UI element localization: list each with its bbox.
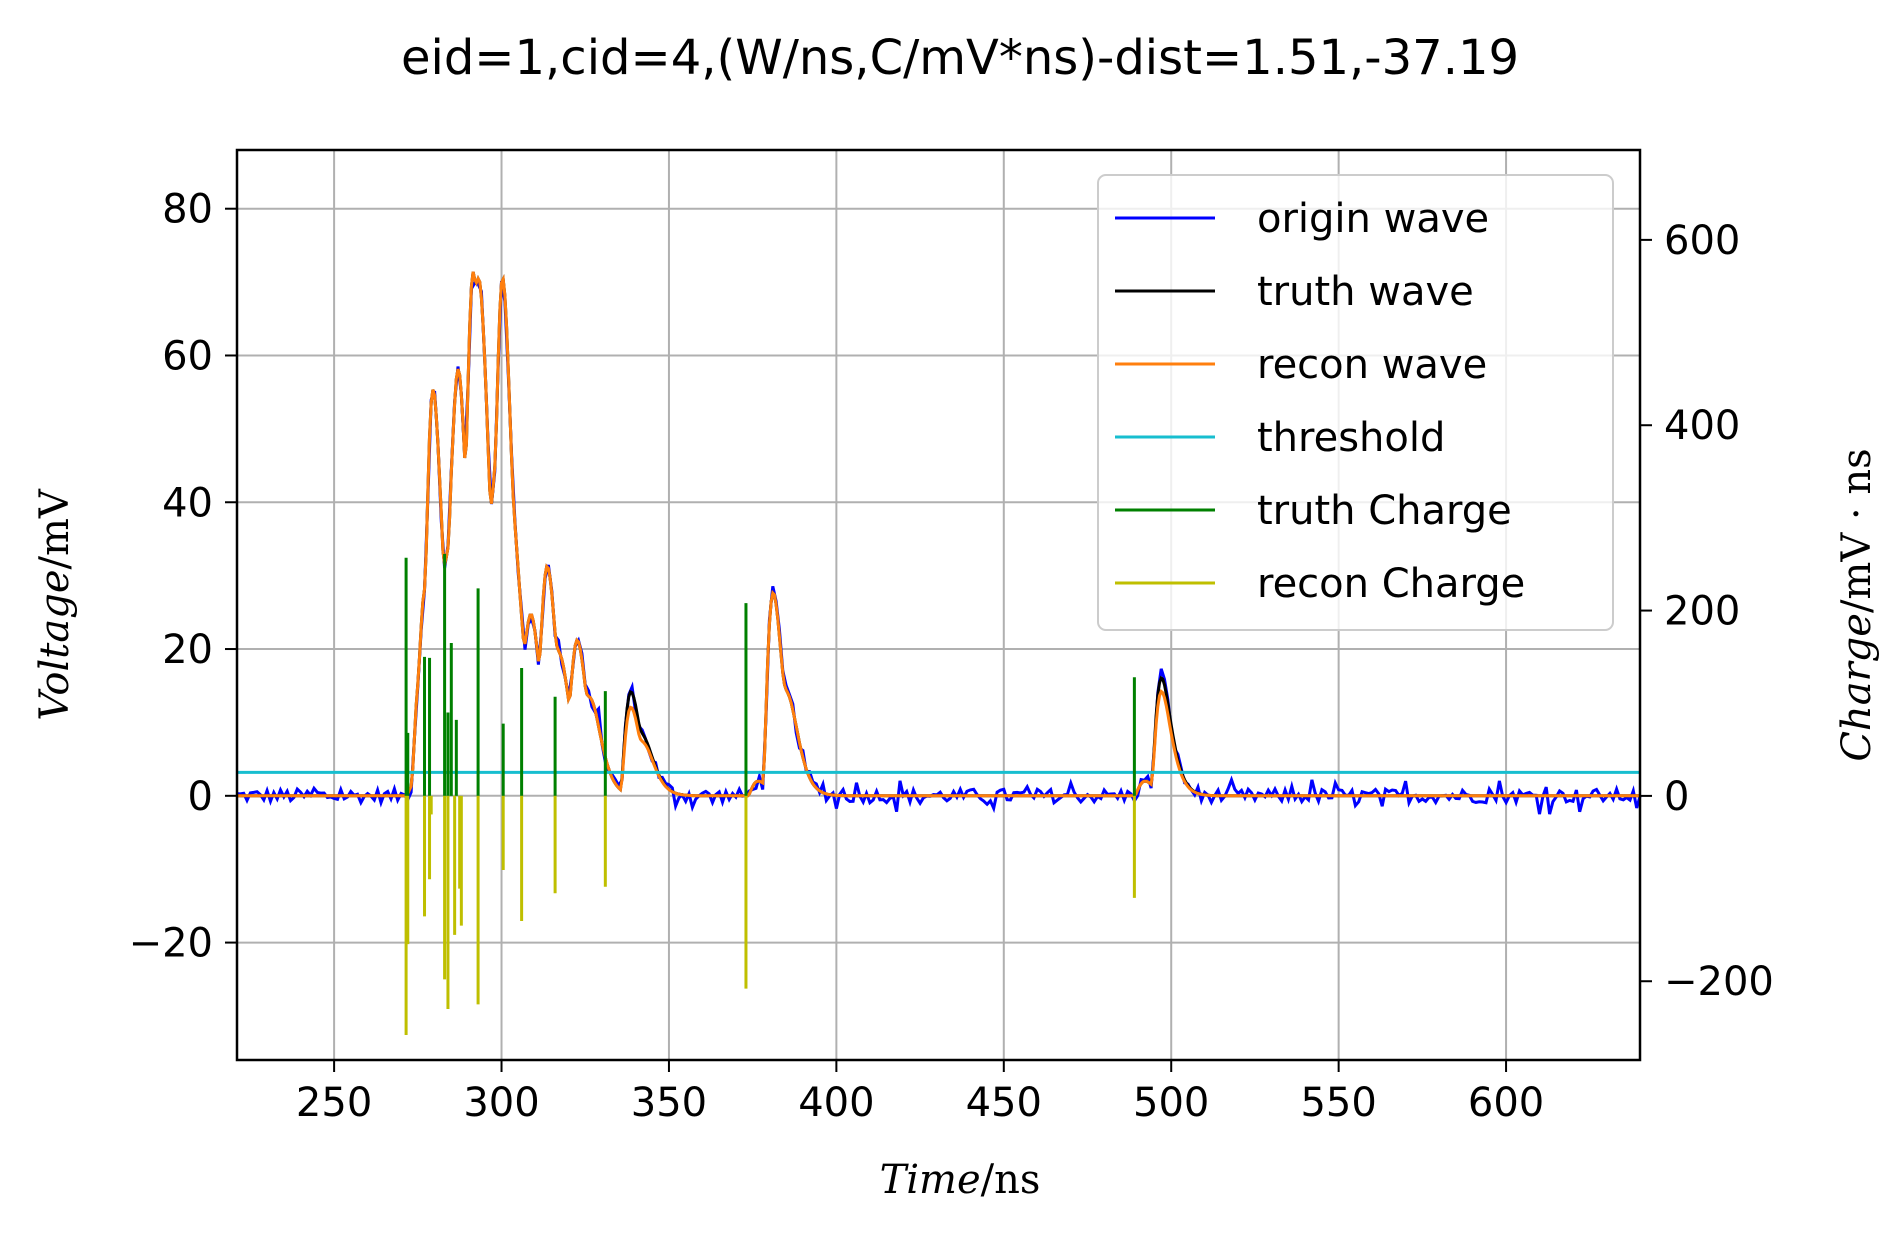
x-axis-label: Time/ns: [880, 1157, 1041, 1203]
legend-frame: [1097, 174, 1614, 631]
legend-label-recon-wave: recon wave: [1257, 342, 1487, 388]
y2-axis-label-quantity: Charge: [1834, 613, 1880, 762]
legend: origin wave truth wave recon wave thresh…: [1097, 174, 1614, 631]
x-axis-label-unit: /ns: [981, 1157, 1041, 1203]
y-tick-label: 0: [188, 774, 213, 820]
y2-axis-label-unit: /mV · ns: [1834, 448, 1880, 613]
recon-wave-line: [237, 271, 1640, 798]
x-tick-label: 350: [631, 1080, 707, 1126]
legend-label-truth-wave: truth wave: [1257, 269, 1474, 315]
y-tick-label: 20: [162, 627, 213, 673]
series-layer: [236, 271, 1642, 1035]
legend-label-threshold: threshold: [1257, 415, 1445, 461]
x-tick-label: 250: [296, 1080, 372, 1126]
y-tick-label: 60: [162, 333, 213, 379]
legend-label-origin-wave: origin wave: [1257, 196, 1489, 242]
y2-axis-label: Charge/mV · ns: [1834, 448, 1880, 761]
x-tick-label: 300: [463, 1080, 539, 1126]
y-axis-label-quantity: Voltage: [32, 570, 78, 721]
x-axis-label-quantity: Time: [880, 1157, 981, 1203]
y2-tick-label: 200: [1664, 589, 1740, 635]
y2-tick-label: 0: [1664, 774, 1689, 820]
y-tick-label: 80: [162, 187, 213, 233]
y2-tick-label: −200: [1664, 959, 1774, 1005]
y2-tick-label: 600: [1664, 218, 1740, 264]
plot-frame: [235, 148, 1642, 1062]
axes-layer: 250 300 350 400 450 500 550 600−20020406080−200…: [129, 148, 1774, 1126]
y-axis-label: Voltage/mV: [32, 488, 78, 721]
legend-label-truth-charge: truth Charge: [1257, 488, 1512, 534]
y-axis-label-unit: /mV: [32, 488, 78, 569]
x-tick-label: 600: [1468, 1080, 1544, 1126]
legend-label-recon-charge: recon Charge: [1257, 561, 1525, 607]
y-tick-label: 40: [162, 480, 213, 526]
x-tick-label: 500: [1133, 1080, 1209, 1126]
x-tick-label: 550: [1300, 1080, 1376, 1126]
x-tick-label: 450: [966, 1080, 1042, 1126]
y2-tick-label: 400: [1664, 403, 1740, 449]
y-tick-label: −20: [129, 921, 213, 967]
x-tick-label: 400: [798, 1080, 874, 1126]
chart-title: eid=1,cid=4,(W/ns,C/mV*ns)-dist=1.51,-37…: [401, 30, 1519, 86]
